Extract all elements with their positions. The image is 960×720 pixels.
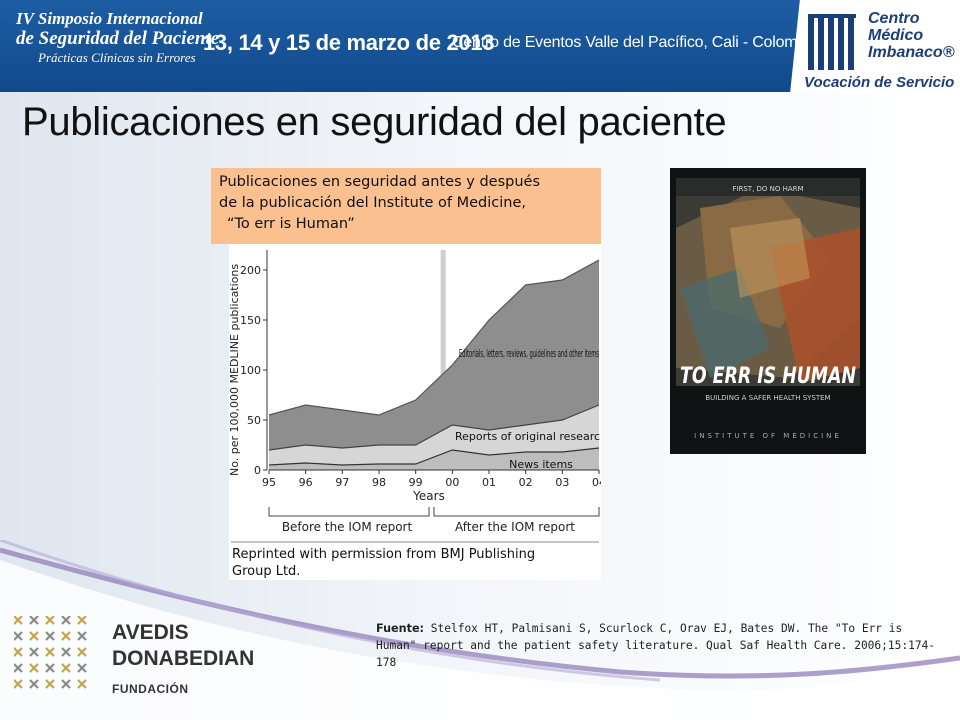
x-tick-label: 98 [372, 476, 386, 489]
avedis-line2: DONABEDIAN [112, 647, 255, 670]
avedis-cross-mark [77, 631, 87, 641]
avedis-cross-mark [77, 679, 87, 689]
caption-line2: de la publicación del Institute of Medic… [219, 195, 526, 211]
avedis-line1: AVEDIS [112, 621, 189, 644]
x-tick-label: 00 [445, 476, 459, 489]
series-editorials-area [269, 260, 599, 470]
avedis-cross-mark [29, 616, 39, 625]
avedis-cross-mark [61, 631, 71, 641]
brand-line1: Centro [868, 10, 920, 27]
x-tick-label: 01 [482, 476, 496, 489]
series-original-research-line [268, 404, 600, 451]
avedis-cross-mark [14, 647, 23, 657]
symposium-line3: Prácticas Clínicas sin Errores [38, 50, 196, 65]
avedis-cross-mark [45, 663, 55, 673]
brand-line2: Médico [868, 27, 924, 44]
x-tick-label: 95 [262, 476, 276, 489]
avedis-cross-mark [45, 631, 55, 641]
avedis-cross-logo-icon [14, 616, 87, 689]
avedis-cross-mark [45, 679, 55, 689]
avedis-cross-mark [29, 647, 39, 657]
avedis-wordmark: AVEDIS DONABEDIAN FUNDACIÓN [112, 620, 254, 696]
y-tick-label: 0 [254, 464, 261, 477]
symposium-line1: IV Simposio Internacional [16, 9, 203, 28]
decorative-swoosh [0, 540, 960, 720]
avedis-cross-mark [45, 616, 55, 625]
series-label-original-research: Reports of original research [455, 430, 601, 443]
book-tagline: FIRST, DO NO HARM [732, 185, 803, 193]
book-publisher: INSTITUTE OF MEDICINE [694, 432, 842, 440]
imbanaco-slogan: Vocación de Servicio [804, 74, 955, 91]
avedis-cross-mark [61, 679, 71, 689]
x-tick-label: 99 [409, 476, 423, 489]
avedis-cross-mark [77, 647, 87, 657]
before-iom-label: Before the IOM report [282, 520, 413, 534]
avedis-cross-mark [14, 679, 23, 689]
caption-line1: Publicaciones en seguridad antes y despu… [219, 174, 541, 190]
symposium-line2: de Seguridad del Paciente [16, 28, 220, 49]
book-title: TO ERR IS HUMAN [680, 364, 856, 389]
source-label: Fuente: [376, 622, 425, 635]
avedis-cross-mark [77, 663, 87, 673]
avedis-cross-mark [14, 631, 23, 641]
x-tick-label: 97 [335, 476, 349, 489]
avedis-cross-mark [29, 663, 39, 673]
event-venue: Centro de Eventos Valle del Pacífico, Ca… [452, 34, 819, 51]
avedis-cross-mark [61, 663, 71, 673]
banner-blue-panel [0, 0, 805, 92]
series-editorials-line [268, 259, 600, 416]
series-label-news-items: News items [509, 458, 573, 471]
x-axis-label: Years [412, 489, 445, 503]
imbanaco-logo-icon [808, 14, 856, 70]
y-tick-label: 50 [247, 414, 261, 427]
chart-caption: Publicaciones en seguridad antes y despu… [211, 168, 601, 244]
y-axis-label: No. per 100,000 MEDLINE publications [229, 264, 241, 476]
chart-figure: Editorials, letters, reviews, guidelines… [229, 242, 601, 580]
permission-line1: Reprinted with permission from BMJ Publi… [232, 547, 535, 562]
avedis-fundacion: FUNDACIÓN [112, 682, 189, 696]
avedis-cross-mark [29, 631, 39, 641]
caption-line3: “To err is Human” [227, 216, 355, 232]
source-text: Stelfox HT, Palmisani S, Scurlock C, Ora… [376, 622, 936, 669]
avedis-cross-mark [29, 679, 39, 689]
event-dates: 13, 14 y 15 de marzo de 2013 [203, 30, 495, 55]
avedis-cross-mark [61, 616, 71, 625]
imbanaco-name: Centro Médico Imbanaco® [868, 10, 954, 61]
series-label-editorials: Editorials, letters, reviews, guidelines… [459, 347, 599, 360]
y-tick-label: 200 [240, 264, 261, 277]
page-title: Publicaciones en seguridad del paciente [22, 100, 727, 144]
book-cover-art: FIRST, DO NO HARM TO ERR IS HUMAN BUILDI… [670, 168, 866, 454]
brand-line3: Imbanaco® [868, 44, 955, 61]
book-subtitle: BUILDING A SAFER HEALTH SYSTEM [705, 394, 830, 402]
x-tick-label: 96 [299, 476, 313, 489]
permission-line2: Group Ltd. [232, 564, 300, 579]
series-news-items-area [269, 448, 599, 470]
publications-chart: Editorials, letters, reviews, guidelines… [229, 250, 601, 579]
x-tick-label: 03 [555, 476, 569, 489]
symposium-title: IV Simposio Internacional de Seguridad d… [16, 10, 219, 64]
avedis-cross-mark [77, 616, 87, 625]
book-cover-image: FIRST, DO NO HARM TO ERR IS HUMAN BUILDI… [670, 168, 866, 454]
y-tick-label: 100 [240, 364, 261, 377]
series-news-items-line [268, 447, 600, 466]
y-tick-label: 150 [240, 314, 261, 327]
avedis-cross-mark [14, 663, 23, 673]
after-iom-label: After the IOM report [455, 520, 575, 534]
header-banner: IV Simposio Internacional de Seguridad d… [0, 0, 960, 92]
avedis-cross-mark [45, 647, 55, 657]
source-citation: Fuente: Stelfox HT, Palmisani S, Scurloc… [376, 620, 936, 671]
x-tick-label: 02 [519, 476, 533, 489]
x-tick-label: 04 [592, 476, 601, 489]
avedis-cross-mark [14, 616, 23, 625]
avedis-cross-mark [61, 647, 71, 657]
